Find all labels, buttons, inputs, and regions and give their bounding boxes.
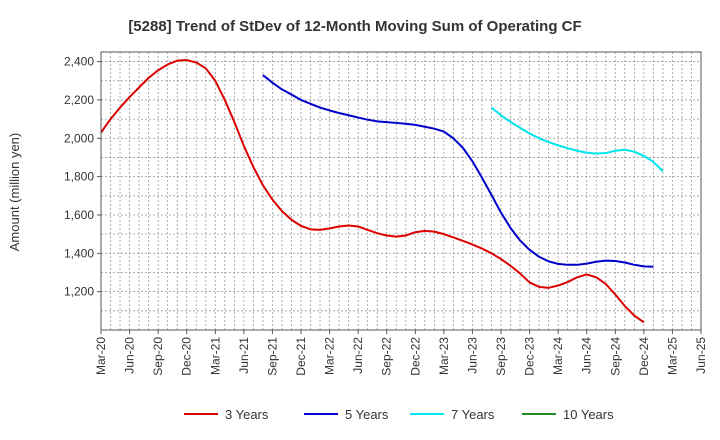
x-tick-label: Dec-21 (294, 337, 308, 376)
series-line-3-years (100, 59, 645, 324)
legend-label: 10 Years (563, 407, 614, 422)
legend: 3 Years 5 Years 7 Years 10 Years (184, 407, 614, 422)
y-tick-label: 1,600 (64, 208, 94, 222)
x-tick-label: Dec-24 (637, 337, 651, 376)
x-tick-label: Dec-23 (523, 337, 537, 376)
x-tick-label: Dec-22 (408, 337, 422, 376)
x-tick-label: Mar-22 (323, 337, 337, 375)
gridlines (101, 52, 701, 330)
y-axis-label: Amount (million yen) (7, 133, 22, 252)
x-tick-label: Jun-23 (465, 337, 479, 374)
x-tick-label: Jun-24 (580, 337, 594, 374)
x-tick-label: Mar-25 (665, 337, 679, 375)
x-tick-label: Sep-24 (608, 337, 622, 376)
y-tick-label: 1,400 (64, 246, 94, 260)
x-tick-label: Sep-21 (265, 337, 279, 376)
series-line-5-years (262, 74, 654, 268)
legend-label: 3 Years (225, 407, 269, 422)
x-tick-label: Jun-25 (694, 337, 708, 374)
y-axis: 1,200 1,400 1,600 1,800 2,000 2,200 2,400 (64, 55, 101, 299)
x-tick-label: Mar-24 (551, 337, 565, 375)
x-tick-label: Mar-23 (437, 337, 451, 375)
x-tick-label: Jun-22 (351, 337, 365, 374)
series-lines (100, 59, 664, 324)
chart-title: [5288] Trend of StDev of 12-Month Moving… (128, 18, 581, 35)
series-line-7-years (490, 106, 664, 172)
y-tick-label: 1,200 (64, 285, 94, 299)
y-tick-label: 2,400 (64, 55, 94, 69)
x-tick-label: Sep-22 (380, 337, 394, 376)
x-tick-label: Dec-20 (180, 337, 194, 376)
x-tick-label: Jun-21 (237, 337, 251, 374)
x-tick-label: Sep-20 (151, 337, 165, 376)
legend-label: 5 Years (345, 407, 389, 422)
legend-label: 7 Years (451, 407, 495, 422)
y-tick-label: 1,800 (64, 170, 94, 184)
y-tick-label: 2,000 (64, 131, 94, 145)
plot-area-frame (100, 51, 702, 331)
x-tick-label: Jun-20 (123, 337, 137, 374)
y-tick-label: 2,200 (64, 93, 94, 107)
x-tick-label: Mar-21 (208, 337, 222, 375)
x-axis: Mar-20 Jun-20 Sep-20 Dec-20 Mar-21 Jun-21 Sep-… (94, 330, 708, 376)
x-tick-label: Sep-23 (494, 337, 508, 376)
x-tick-label: Mar-20 (94, 337, 108, 375)
